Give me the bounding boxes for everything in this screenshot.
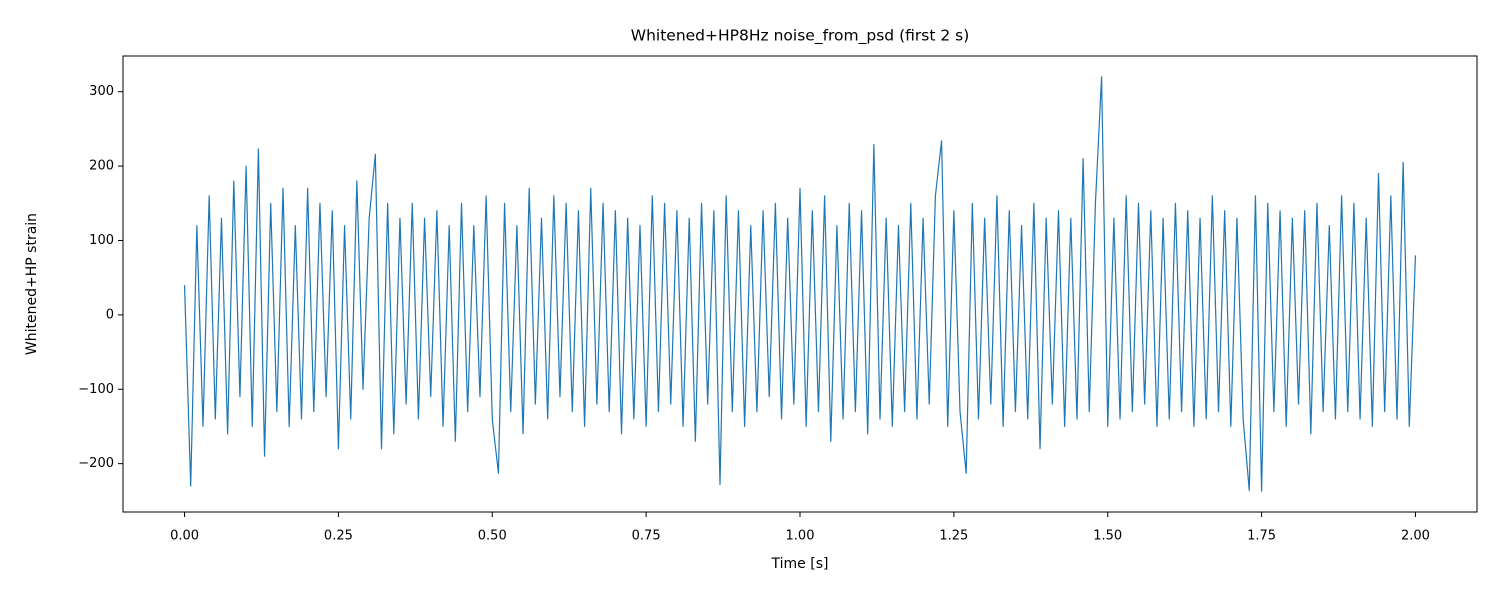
x-tick-label: 1.25: [939, 529, 968, 544]
x-tick-label: 1.75: [1247, 529, 1276, 544]
y-tick-label: −100: [78, 382, 114, 397]
y-tick-label: 300: [89, 84, 114, 99]
line-series: [183, 76, 1417, 492]
plot-frame: [122, 55, 1478, 513]
y-axis-label: Whitened+HP strain: [24, 213, 40, 355]
y-tick-label: 100: [89, 233, 114, 248]
x-tick-label: 1.00: [786, 529, 815, 544]
x-tick-label: 2.00: [1401, 529, 1430, 544]
y-tick-label: 0: [106, 307, 114, 322]
x-tick-label: 0.25: [324, 529, 353, 544]
x-tick-label: 0.50: [478, 529, 507, 544]
x-tick-label: 1.50: [1093, 529, 1122, 544]
x-axis-label: Time [s]: [771, 556, 829, 572]
y-tick-label: −200: [78, 456, 114, 471]
x-tick-label: 0.75: [632, 529, 661, 544]
y-tick-label: 200: [89, 159, 114, 174]
x-tick-label: 0.00: [170, 529, 199, 544]
chart-title: Whitened+HP8Hz noise_from_psd (first 2 s…: [631, 27, 970, 46]
